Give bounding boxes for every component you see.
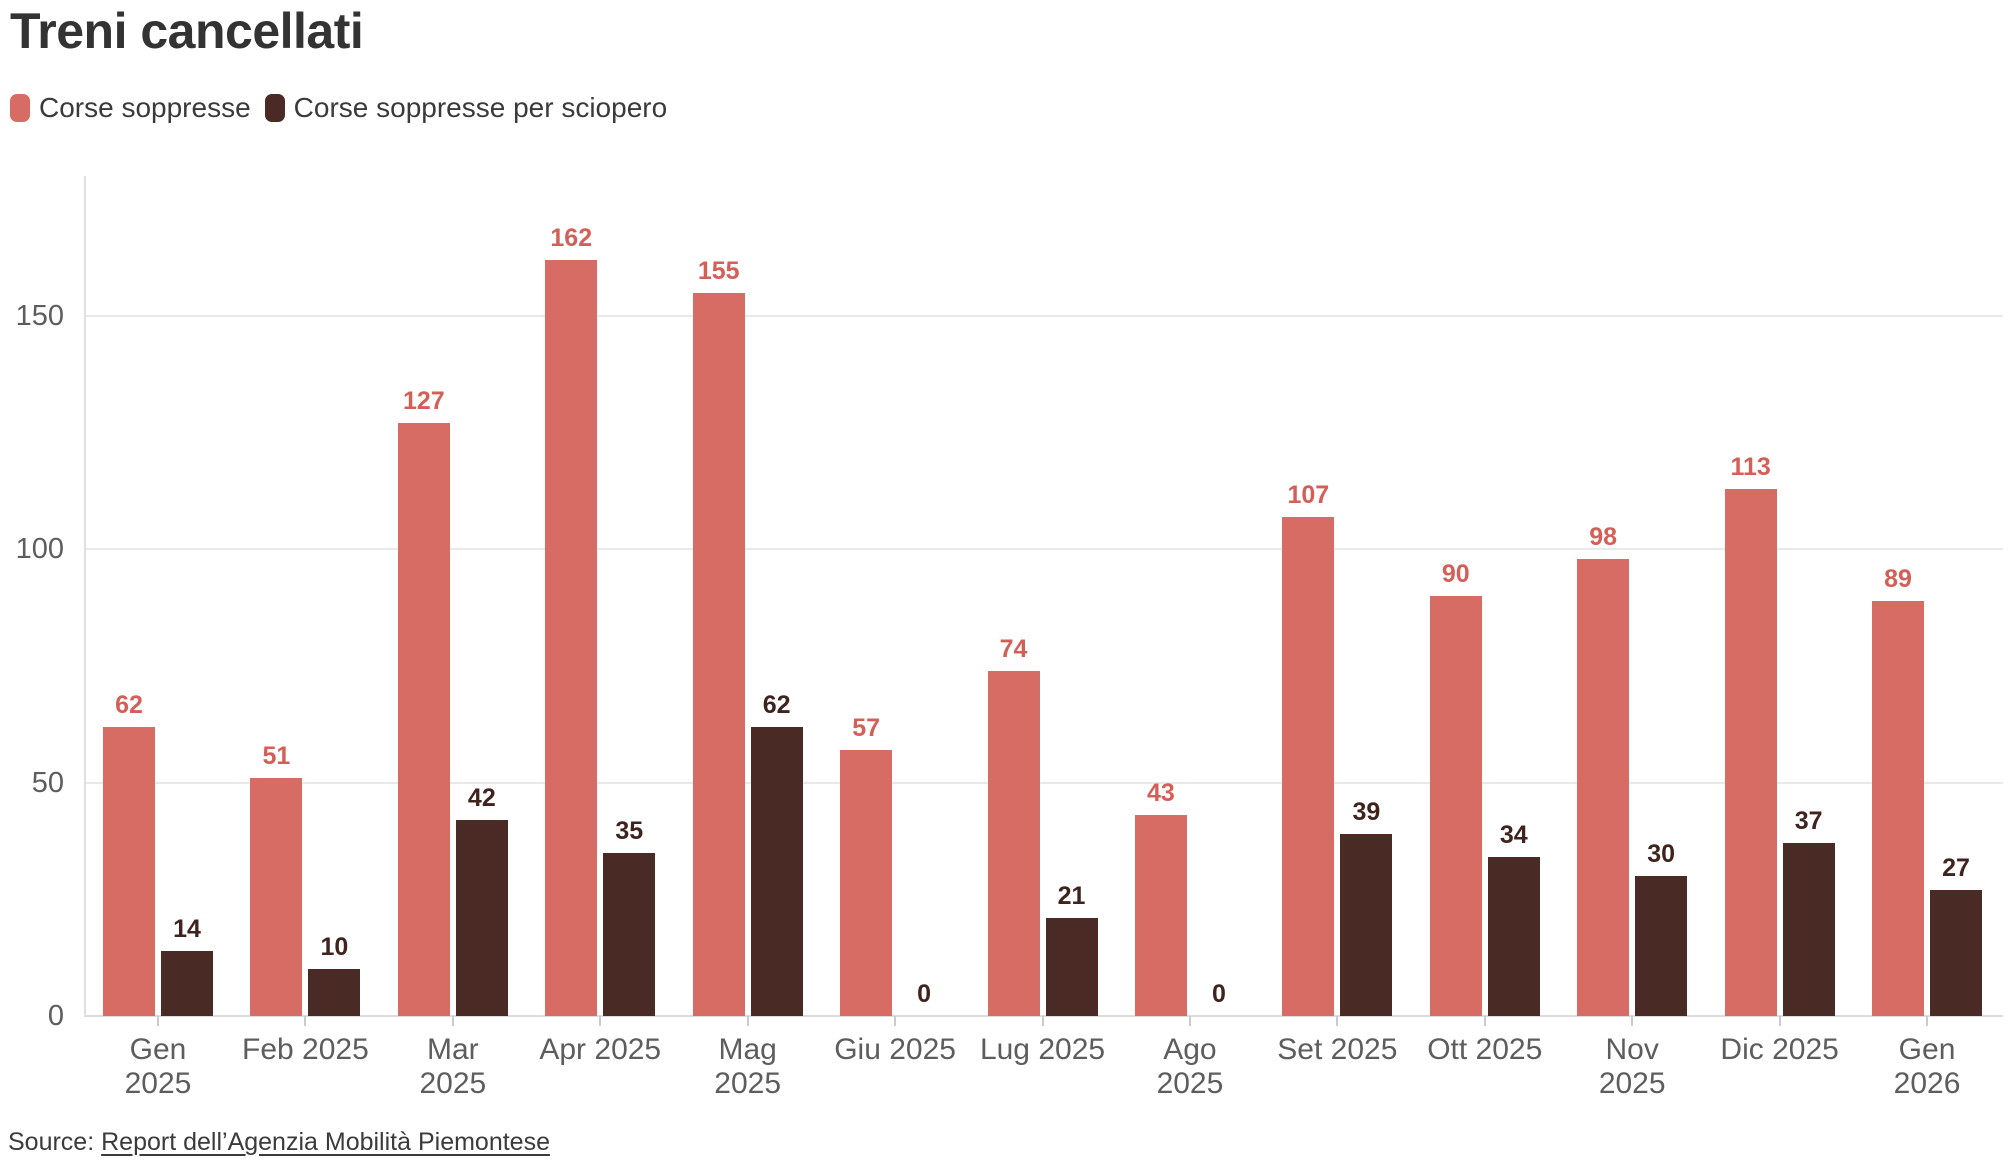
bar-sciopero <box>308 969 361 1016</box>
bar-sciopero <box>603 852 656 1016</box>
bar-sciopero <box>1340 834 1393 1016</box>
bar-corse-soppresse <box>545 260 598 1016</box>
x-axis-tick <box>1483 1016 1486 1026</box>
value-label: 43 <box>1147 779 1175 808</box>
legend-item: Corse soppresse per sciopero <box>264 92 668 124</box>
bar-sciopero <box>1045 918 1098 1016</box>
x-axis-label: Nov 2025 <box>1598 1033 1666 1100</box>
value-label: 51 <box>262 742 291 770</box>
bar-chart-plot: 0 50 100 150 62 14 Gen 2025 51 10 Feb 2025 127 42 Ma… <box>0 176 2012 1100</box>
x-axis-label: Giu 2025 <box>834 1033 956 1066</box>
y-axis-label: 50 <box>31 766 64 799</box>
value-label: 35 <box>615 816 644 845</box>
value-label: 62 <box>115 690 143 719</box>
value-label: 62 <box>762 690 791 719</box>
value-label: 74 <box>999 634 1028 663</box>
bar-corse-soppresse <box>1872 600 1925 1016</box>
x-axis-label: Ago 2025 <box>1156 1033 1224 1100</box>
value-label: 0 <box>1211 980 1226 1008</box>
x-axis-label: Set 2025 <box>1277 1033 1398 1066</box>
x-axis-label: Apr 2025 <box>539 1033 662 1066</box>
source-prefix: Source: <box>8 1128 95 1156</box>
legend-label: Corse soppresse per sciopero <box>293 92 668 123</box>
bar-sciopero <box>1487 857 1540 1016</box>
value-label: 27 <box>1942 854 1970 882</box>
bar-sciopero <box>1930 890 1983 1016</box>
source-link[interactable]: Report dell’Agenzia Mobilità Piemontese <box>101 1128 550 1156</box>
value-label: 98 <box>1589 522 1618 551</box>
y-axis-label: 150 <box>15 300 64 332</box>
bar-sciopero <box>455 820 508 1016</box>
bar-sciopero <box>161 950 213 1016</box>
value-label: 90 <box>1441 560 1470 588</box>
chart-legend: Corse soppresse Corse soppresse per sciop… <box>10 92 667 124</box>
value-label: 39 <box>1352 798 1381 826</box>
y-axis-label: 100 <box>15 533 64 566</box>
bar-corse-soppresse <box>1724 488 1777 1016</box>
x-axis-label: Gen 2025 <box>124 1033 192 1100</box>
value-label: 34 <box>1499 821 1528 850</box>
bar-sciopero <box>1782 843 1835 1016</box>
chart-title: Treni cancellati <box>10 3 364 59</box>
value-label: 37 <box>1794 807 1823 836</box>
value-label: 57 <box>852 714 880 742</box>
bar-corse-soppresse <box>1282 516 1335 1016</box>
value-label: 10 <box>320 933 349 962</box>
x-axis-label: Feb 2025 <box>242 1033 369 1066</box>
x-axis-label: Mag 2025 <box>714 1033 782 1100</box>
value-label: 155 <box>697 256 740 285</box>
x-axis-tick <box>1631 1016 1634 1026</box>
x-axis-label: Mar 2025 <box>419 1033 487 1100</box>
value-label: 14 <box>173 914 201 943</box>
bar-corse-soppresse <box>1429 596 1482 1016</box>
bar-corse-soppresse <box>1134 815 1187 1016</box>
x-axis-tick <box>304 1016 307 1026</box>
legend-label: Corse soppresse <box>39 92 251 123</box>
x-axis-tick <box>1188 1016 1191 1026</box>
value-label: 21 <box>1057 882 1086 910</box>
x-axis-tick <box>746 1016 749 1026</box>
source-line: Source: Report dell’Agenzia Mobilità Pie… <box>8 1126 550 1158</box>
gridline-50 <box>84 781 2003 784</box>
bar-corse-soppresse <box>987 670 1040 1016</box>
x-axis-tick <box>451 1016 454 1026</box>
bar-corse-soppresse <box>692 292 745 1016</box>
bar-sciopero <box>750 726 803 1016</box>
x-axis-tick <box>1041 1016 1044 1026</box>
value-label: 30 <box>1647 840 1676 868</box>
x-axis-tick <box>894 1016 897 1026</box>
x-axis-label: Dic 2025 <box>1720 1033 1839 1066</box>
x-axis-tick <box>157 1016 159 1026</box>
value-label: 127 <box>402 387 445 416</box>
legend-swatch <box>264 94 285 122</box>
x-axis-tick <box>1336 1016 1339 1026</box>
bar-corse-soppresse <box>1577 558 1630 1016</box>
value-label: 0 <box>917 980 932 1008</box>
bar-sciopero <box>1635 876 1688 1016</box>
x-axis-label: Ott 2025 <box>1427 1033 1543 1066</box>
legend-item: Corse soppresse <box>10 92 251 124</box>
value-label: 113 <box>1730 452 1771 481</box>
x-axis-label: Gen 2026 <box>1893 1033 1961 1100</box>
bar-corse-soppresse <box>397 423 450 1016</box>
gridline-150 <box>84 315 2003 317</box>
bar-corse-soppresse <box>840 750 893 1016</box>
legend-swatch <box>10 94 30 122</box>
value-label: 42 <box>467 784 496 812</box>
value-label: 89 <box>1884 564 1912 593</box>
bar-corse-soppresse <box>103 726 155 1016</box>
value-label: 107 <box>1287 480 1330 509</box>
value-label: 162 <box>550 224 593 252</box>
x-axis-tick <box>599 1016 602 1026</box>
gridline-100 <box>84 548 2003 551</box>
y-axis-label: 0 <box>47 1000 64 1032</box>
y-axis-line <box>84 176 86 1016</box>
x-axis-tick <box>1778 1016 1781 1026</box>
x-axis-tick <box>1926 1016 1929 1026</box>
bar-corse-soppresse <box>250 778 303 1016</box>
x-axis-label: Lug 2025 <box>979 1033 1106 1066</box>
